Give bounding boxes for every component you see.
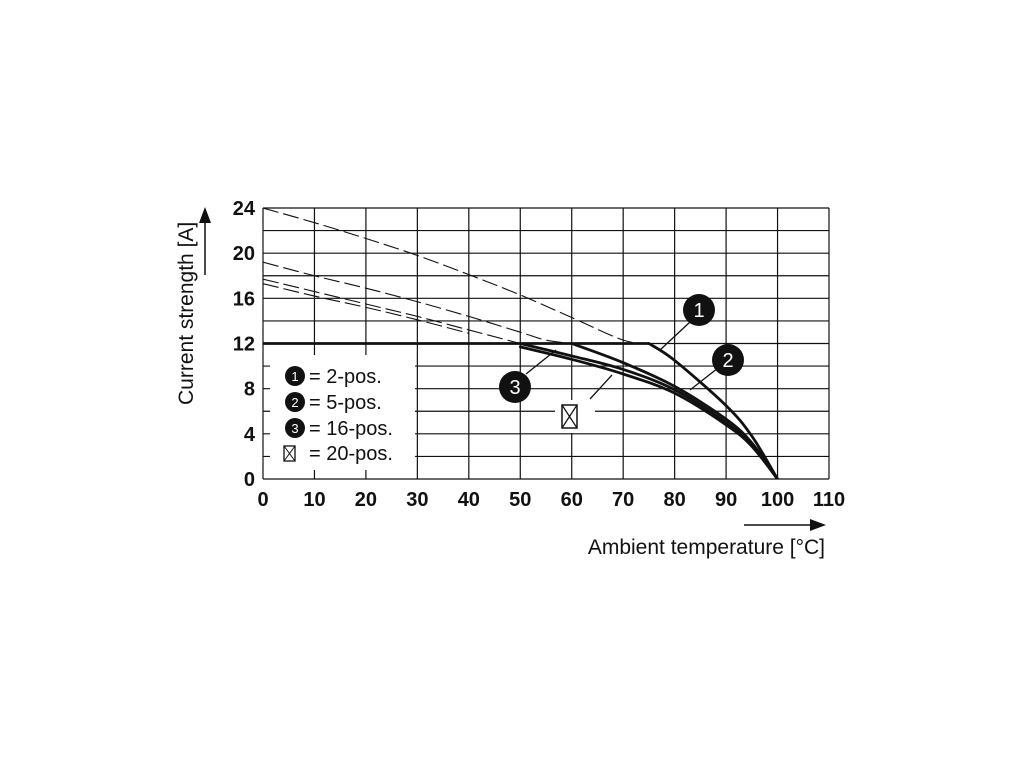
x-tick-label: 20: [355, 489, 377, 511]
series-line-dashed-2: [263, 261, 572, 345]
legend-item-5-pos: 2 = 5-pos.: [285, 392, 382, 414]
callout-1-badge-icon: [683, 294, 715, 326]
callout-2-label: 2: [722, 350, 733, 372]
y-tick-label: 20: [233, 243, 255, 265]
series-line-dashed-4: [263, 283, 469, 334]
badge-1-icon: [285, 366, 305, 386]
crossed-box-icon: [283, 445, 296, 462]
callout-3-label: 3: [509, 377, 520, 399]
grid: [262, 207, 830, 480]
x-axis-arrow-icon: [810, 519, 826, 531]
callout-3: 3: [499, 349, 557, 403]
y-axis-label: Current strength [A]: [175, 222, 198, 405]
legend-label-2-pos: = 2-pos.: [309, 366, 382, 388]
y-tick-label: 4: [244, 424, 256, 446]
x-tick-label: 80: [664, 489, 686, 511]
x-tick-label: 40: [458, 489, 480, 511]
x-axis-label: Ambient temperature [°C]: [588, 536, 825, 559]
legend-badge-1: 1: [291, 369, 298, 384]
series-line-dashed-1: [263, 208, 649, 345]
y-tick-label: 24: [233, 198, 256, 220]
x-tick-label: 70: [612, 489, 634, 511]
callout-4-crossed-box-icon: [561, 404, 578, 429]
x-tick-label: 30: [406, 489, 428, 511]
x-tick-label: 100: [761, 489, 794, 511]
legend-label-20-pos: = 20-pos.: [309, 443, 393, 465]
x-tick-label: 110: [813, 489, 845, 511]
legend-item-16-pos: 3 = 16-pos.: [285, 418, 393, 440]
legend-badge-3: 3: [291, 421, 298, 436]
legend-badge-2: 2: [291, 395, 298, 410]
y-tick-label: 16: [233, 288, 255, 310]
legend-label-5-pos: = 5-pos.: [309, 392, 382, 414]
callout-1-leader: [659, 321, 691, 351]
y-tick-label: 8: [244, 379, 255, 401]
series-line-dashed-3: [263, 278, 521, 345]
callout-4-leader: [589, 374, 613, 400]
x-tick-label: 50: [509, 489, 531, 511]
x-tick-label: 60: [561, 489, 583, 511]
legend-item-2-pos: 1 = 2-pos.: [285, 366, 382, 388]
x-tick-label: 10: [303, 489, 325, 511]
callout-3-leader: [525, 349, 557, 375]
badge-2-icon: [285, 392, 305, 412]
callout-3-badge-icon: [499, 371, 531, 403]
callout-4: [555, 374, 613, 433]
y-tick-label: 0: [244, 469, 255, 491]
x-tick-label: 90: [715, 489, 737, 511]
series-line-1: [647, 342, 779, 479]
callout-1-label: 1: [693, 300, 704, 322]
callout-2-leader: [689, 367, 719, 391]
y-tick-label: 12: [233, 334, 255, 356]
legend-label-16-pos: = 16-pos.: [309, 418, 393, 440]
x-axis-title: Ambient temperature [°C]: [588, 519, 826, 559]
legend: 1 = 2-pos. 2 = 5-pos. 3 = 16-pos. = 20-p…: [270, 355, 415, 470]
callout-1: 1: [659, 294, 715, 351]
curves: [263, 208, 779, 479]
callout-2: 2: [689, 344, 744, 391]
legend-item-20-pos: = 20-pos.: [283, 443, 393, 465]
x-tick-label: 0: [257, 489, 268, 511]
callout-2-badge-icon: [712, 344, 744, 376]
y-axis-title: Current strength [A]: [175, 207, 211, 405]
badge-3-icon: [285, 418, 305, 438]
series-line-4: [518, 345, 779, 479]
y-axis-arrow-icon: [199, 207, 211, 223]
